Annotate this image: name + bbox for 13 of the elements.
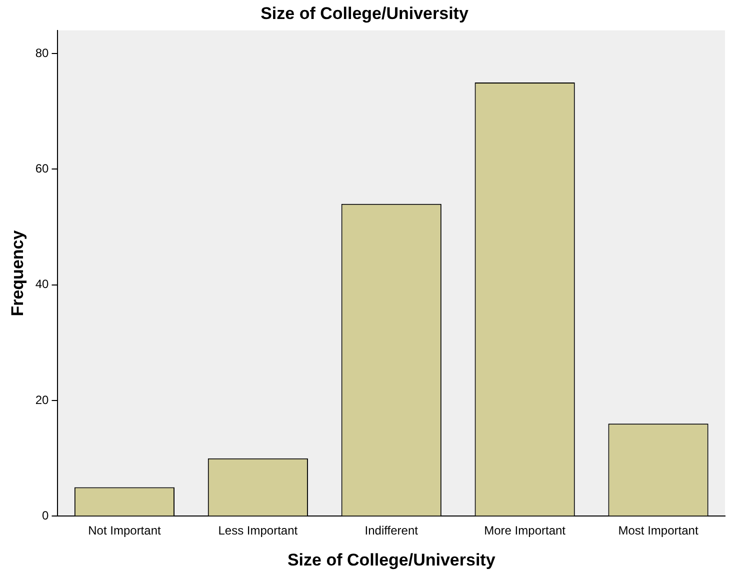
y-tick-label: 80 [35, 46, 50, 60]
chart-title: Size of College/University [260, 4, 469, 23]
y-tick-label: 40 [35, 277, 50, 292]
y-tick-label: 20 [35, 392, 50, 407]
x-tick-label: Not Important [88, 524, 162, 538]
x-axis-title: Size of College/University [287, 550, 496, 570]
y-axis-title: Frequency [8, 230, 27, 316]
y-tick-label: 60 [35, 162, 50, 176]
x-tick-label: More Important [484, 524, 566, 538]
x-tick-label: Less Important [218, 524, 298, 538]
y-tick-label: 0 [42, 508, 50, 523]
x-tick-label: Indifferent [364, 524, 419, 538]
x-tick-label: Most Important [618, 524, 699, 538]
